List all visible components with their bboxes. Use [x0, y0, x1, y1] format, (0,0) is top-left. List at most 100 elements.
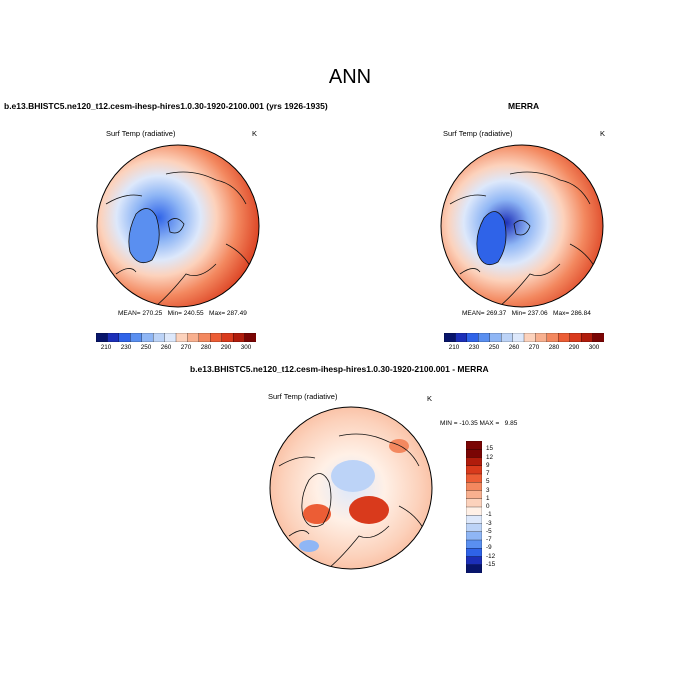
left-colorbar-swatch	[130, 333, 143, 342]
diff-colorbar-tick-label: -9	[486, 544, 492, 552]
left-colorbar-tick-label: 270	[180, 344, 192, 351]
left-stats: MEAN= 270.25 Min= 240.55 Max= 287.49	[118, 310, 247, 317]
diff-colorbar-ticks: 15 12 9 7 5 3 1 0 -1 -3 -5 -7 -9 -12 -15	[486, 441, 516, 573]
diff-anomaly-patches	[299, 439, 409, 552]
diff-colorbar-tick-label: -5	[486, 527, 492, 535]
left-colorbar-tick-label: 250	[140, 344, 152, 351]
left-colorbar-swatch	[107, 333, 120, 342]
left-colorbar-ticks: 210 230 250 260 270 280 290 300	[96, 344, 256, 354]
left-colorbar-tick-label: 280	[200, 344, 212, 351]
left-colorbar-tick-label: 300	[240, 344, 252, 351]
diff-colorbar-swatch	[466, 506, 482, 516]
right-map-border	[440, 144, 604, 308]
diff-colorbar-tick-label: 3	[486, 486, 490, 494]
diff-colorbar-swatch	[466, 556, 482, 566]
diff-colorbar-swatch	[466, 473, 482, 483]
right-colorbar-swatch	[546, 333, 559, 342]
right-colorbar-swatch	[535, 333, 548, 342]
diff-colorbar-tick-label: 12	[486, 453, 494, 461]
left-colorbar-swatch	[198, 333, 211, 342]
diff-colorbar-swatch	[466, 482, 482, 491]
left-colorbar-swatch	[152, 333, 166, 342]
left-colorbar-tick-label: 290	[220, 344, 232, 351]
right-colorbar-swatch	[558, 333, 571, 342]
diff-colorbar-swatch	[466, 490, 482, 500]
diff-map-border	[269, 406, 433, 570]
diff-colorbar-swatch	[466, 498, 482, 508]
right-colorbar-tick-label: 250	[488, 344, 500, 351]
diff-colorbar-swatch	[466, 564, 482, 573]
right-colorbar-ticks: 210 230 250 260 270 280 290 300	[444, 344, 604, 354]
diff-colorbar-swatch	[466, 465, 482, 475]
left-colorbar-swatch	[221, 333, 234, 342]
left-colorbar-swatch	[175, 333, 188, 342]
diff-colorbar-tick-label: 5	[486, 478, 490, 486]
right-colorbar-swatch	[466, 333, 479, 342]
left-polar-map	[96, 144, 260, 308]
right-colorbar-swatch	[512, 333, 525, 342]
right-colorbar-swatch	[523, 333, 536, 342]
left-colorbar-swatch	[141, 333, 154, 342]
diff-colorbar-tick-label: -3	[486, 519, 492, 527]
left-colorbar-swatch	[244, 333, 256, 342]
diff-variable-label: Surf Temp (radiative)	[268, 392, 338, 401]
diff-colorbar-swatch	[466, 548, 482, 557]
diff-colorbar-tick-label: -15	[486, 560, 496, 568]
left-units-label: K	[252, 129, 258, 138]
diff-colorbar-swatch	[466, 441, 482, 450]
diff-colorbar-swatch	[466, 449, 482, 458]
left-panel-title: b.e13.BHISTC5.ne120_t12.cesm-ihesp-hires…	[4, 101, 328, 111]
left-coastlines	[105, 171, 255, 307]
right-panel-title: MERRA	[508, 101, 540, 111]
diff-colorbar-tick-label: 1	[486, 494, 490, 502]
right-colorbar-tick-label: 260	[508, 344, 520, 351]
right-colorbar-swatch	[580, 333, 594, 342]
diff-colorbar-swatch	[466, 523, 482, 533]
left-colorbar-tick-label: 230	[120, 344, 132, 351]
right-variable-label: Surf Temp (radiative)	[443, 129, 513, 138]
right-colorbar-tick-label: 210	[448, 344, 460, 351]
diff-panel-title: b.e13.BHISTC5.ne120_t12.cesm-ihesp-hires…	[190, 364, 489, 374]
right-colorbar-swatch	[444, 333, 456, 342]
right-polar-map	[440, 144, 604, 308]
diff-colorbar-swatch	[466, 531, 482, 541]
left-colorbar-swatch	[187, 333, 200, 342]
left-colorbar-swatch	[210, 333, 223, 342]
left-colorbar	[96, 333, 256, 342]
right-colorbar-swatch	[500, 333, 514, 342]
diff-colorbar-tick-label: -7	[486, 536, 492, 543]
right-colorbar-swatch	[478, 333, 491, 342]
figure-title: ANN	[328, 66, 372, 88]
diff-polar-map	[269, 406, 433, 570]
right-map-field	[441, 145, 603, 307]
diff-coastlines	[278, 433, 428, 569]
right-colorbar-tick-label: 280	[548, 344, 560, 351]
right-colorbar-swatch	[569, 333, 582, 342]
diff-colorbar-swatch	[466, 457, 482, 467]
right-coastlines	[449, 171, 599, 307]
diff-colorbar-tick-label: 0	[486, 503, 490, 510]
left-colorbar-swatch	[118, 333, 131, 342]
right-colorbar-tick-label: 290	[568, 344, 580, 351]
left-colorbar-swatch	[232, 333, 246, 342]
left-variable-label: Surf Temp (radiative)	[106, 129, 176, 138]
diff-colorbar-tick-label: 7	[486, 470, 490, 477]
diff-colorbar	[466, 441, 482, 573]
right-stats: MEAN= 269.37 Min= 237.06 Max= 286.84	[462, 310, 591, 317]
left-colorbar-tick-label: 210	[100, 344, 112, 351]
diff-colorbar-tick-label: 9	[486, 461, 490, 469]
diff-units-label: K	[427, 394, 433, 403]
diff-colorbar-swatch	[466, 539, 482, 549]
right-colorbar-tick-label: 300	[588, 344, 600, 351]
right-colorbar	[444, 333, 604, 342]
diff-colorbar-swatch	[466, 515, 482, 524]
left-map-border	[96, 144, 260, 308]
right-colorbar-tick-label: 230	[468, 344, 480, 351]
diff-colorbar-tick-label: -12	[486, 552, 496, 560]
diff-stats: MIN = -10.35 MAX = 9.85	[440, 420, 518, 427]
left-colorbar-tick-label: 260	[160, 344, 172, 351]
right-colorbar-swatch	[592, 333, 604, 342]
left-colorbar-swatch	[164, 333, 177, 342]
right-colorbar-swatch	[455, 333, 468, 342]
diff-colorbar-tick-label: 15	[486, 445, 494, 453]
